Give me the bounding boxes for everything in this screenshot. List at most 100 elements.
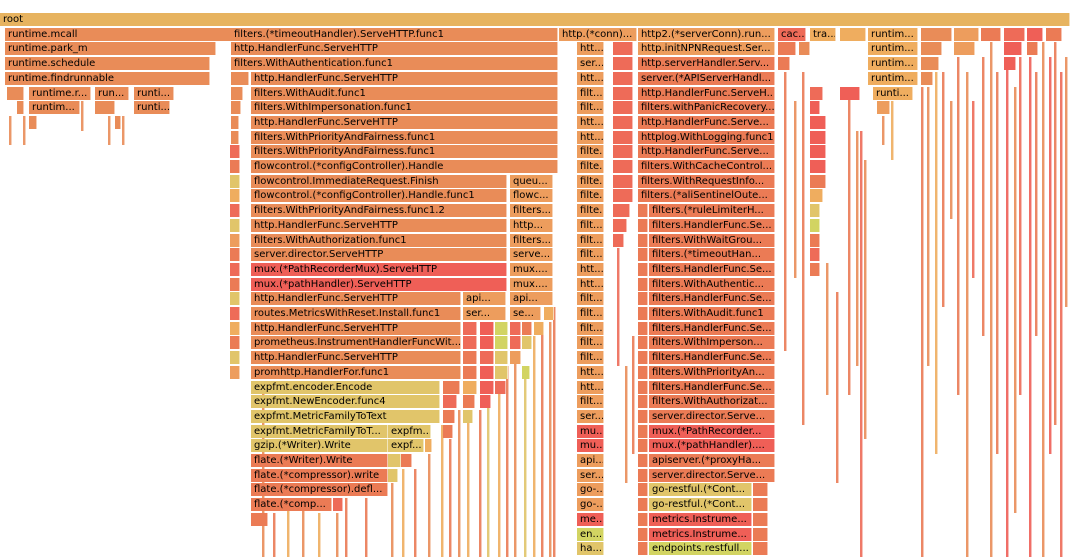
flame-frame-http-handlerfunc-servehttp[interactable]: http.HandlerFunc.ServeHTTP bbox=[250, 321, 461, 335]
flame-frame[interactable] bbox=[798, 42, 810, 56]
flame-frame-htt[interactable]: htt... bbox=[577, 380, 605, 394]
flame-icicle[interactable] bbox=[8, 115, 12, 146]
flame-frame[interactable] bbox=[230, 174, 241, 188]
flame-frame[interactable] bbox=[637, 380, 648, 394]
flame-icicle[interactable] bbox=[466, 409, 470, 557]
flame-icicle[interactable] bbox=[949, 101, 953, 219]
flame-frame-server-director-serve[interactable]: server.director.Serve... bbox=[648, 409, 775, 423]
flame-frame-filters-handlerfunc-se[interactable]: filters.HandlerFunc.Se... bbox=[648, 321, 775, 335]
flame-frame-http-handlerfunc-serveh[interactable]: http.HandlerFunc.ServeH... bbox=[637, 86, 775, 100]
flame-frame[interactable] bbox=[401, 454, 413, 467]
flame-frame-me[interactable]: me... bbox=[577, 512, 605, 526]
flame-icicle[interactable] bbox=[1034, 71, 1038, 337]
flame-frame[interactable] bbox=[230, 145, 241, 159]
flame-frame[interactable] bbox=[424, 439, 432, 453]
flame-icicle[interactable] bbox=[864, 160, 867, 440]
flame-frame-expfmt-metricfamilytot[interactable]: expfmt.MetricFamilyToT... bbox=[250, 424, 389, 438]
flame-frame[interactable] bbox=[29, 115, 38, 129]
flame-icicle[interactable] bbox=[802, 71, 805, 425]
flame-frame-metrics-instrume[interactable]: metrics.Instrume... bbox=[648, 512, 752, 526]
flame-frame-filters-withauthorizat[interactable]: filters.WithAuthorizat... bbox=[648, 395, 775, 409]
flame-frame[interactable] bbox=[921, 57, 940, 71]
flame-icicle[interactable] bbox=[552, 307, 556, 557]
flame-frame-root[interactable]: root bbox=[0, 13, 1070, 26]
flame-frame[interactable] bbox=[953, 42, 975, 56]
flame-frame-prometheus-instrumenthandlerfuncwit[interactable]: prometheus.InstrumentHandlerFuncWit... bbox=[250, 336, 461, 350]
flame-frame-filt[interactable]: filt... bbox=[577, 292, 605, 306]
flame-frame-filters-handlerfunc-se[interactable]: filters.HandlerFunc.Se... bbox=[648, 380, 775, 394]
flame-frame-filters-withrequestinfo[interactable]: filters.WithRequestInfo... bbox=[637, 174, 775, 188]
flame-frame[interactable] bbox=[16, 101, 24, 115]
flame-frame[interactable] bbox=[840, 27, 867, 41]
flame-frame-runtime-findrunnable[interactable]: runtime.findrunnable bbox=[4, 71, 210, 85]
flame-icicle[interactable] bbox=[891, 101, 894, 160]
flame-frame[interactable] bbox=[462, 409, 474, 423]
flame-frame[interactable] bbox=[115, 115, 122, 129]
flame-frame-filters-withpriorityan[interactable]: filters.WithPriorityAn... bbox=[648, 365, 775, 379]
flame-frame[interactable] bbox=[479, 395, 491, 409]
flame-icicle[interactable] bbox=[81, 101, 84, 131]
flame-frame-serve[interactable]: serve... bbox=[509, 248, 553, 262]
flame-icicle[interactable] bbox=[1049, 57, 1052, 454]
flame-frame[interactable] bbox=[637, 439, 648, 453]
flame-frame[interactable] bbox=[810, 115, 826, 129]
flame-frame[interactable] bbox=[462, 380, 478, 394]
flame-frame[interactable] bbox=[509, 321, 521, 335]
flame-frame[interactable] bbox=[637, 204, 648, 218]
flame-frame-runti[interactable]: runti... bbox=[872, 86, 913, 100]
flame-frame-htt[interactable]: htt... bbox=[577, 365, 605, 379]
flame-icicle[interactable] bbox=[317, 512, 321, 557]
flame-icicle[interactable] bbox=[486, 395, 490, 557]
flame-frame-filters-rulelimiterh[interactable]: filters.(*ruleLimiterH... bbox=[648, 204, 775, 218]
flame-frame[interactable] bbox=[840, 86, 860, 100]
flame-frame[interactable] bbox=[231, 115, 239, 129]
flame-frame-expfmt-metricfamilytotext[interactable]: expfmt.MetricFamilyToText bbox=[250, 409, 440, 423]
flame-frame-endpoints-restfull[interactable]: endpoints.restfull... bbox=[648, 542, 752, 556]
flame-frame-filt[interactable]: filt... bbox=[577, 218, 605, 232]
flame-frame-ser[interactable]: ser... bbox=[577, 409, 605, 423]
flame-frame-filters-withauthentication-func1[interactable]: filters.WithAuthentication.func1 bbox=[231, 57, 559, 71]
flame-frame[interactable] bbox=[637, 512, 648, 526]
flame-frame[interactable] bbox=[462, 395, 475, 409]
flame-frame-http-conn[interactable]: http.(*conn)... bbox=[559, 27, 637, 41]
flame-icicle[interactable] bbox=[448, 439, 452, 557]
flame-frame[interactable] bbox=[810, 189, 823, 203]
flame-frame[interactable] bbox=[231, 71, 250, 85]
flame-frame-http-handlerfunc-serve[interactable]: http.HandlerFunc.Serve... bbox=[637, 145, 775, 159]
flame-frame-gzip-writer-write[interactable]: gzip.(*Writer).Write bbox=[250, 439, 389, 453]
flame-icicle[interactable] bbox=[1014, 86, 1017, 513]
flame-frame[interactable] bbox=[810, 174, 826, 188]
flame-frame-filters-withimperson[interactable]: filters.WithImperson... bbox=[648, 336, 775, 350]
flame-frame-filters-withpanicrecovery[interactable]: filters.withPanicRecovery... bbox=[637, 101, 775, 115]
flame-frame[interactable] bbox=[1026, 27, 1043, 41]
flame-frame[interactable] bbox=[443, 424, 454, 438]
flame-frame[interactable] bbox=[95, 101, 115, 115]
flame-frame[interactable] bbox=[613, 218, 628, 232]
flame-icicle[interactable] bbox=[273, 512, 277, 557]
flame-icicle[interactable] bbox=[794, 101, 798, 278]
flame-frame-http-handlerfunc-serve[interactable]: http.HandlerFunc.Serve... bbox=[637, 115, 775, 129]
flame-icicle[interactable] bbox=[301, 498, 305, 557]
flame-frame-filters-handlerfunc-se[interactable]: filters.HandlerFunc.Se... bbox=[648, 351, 775, 365]
flame-frame[interactable] bbox=[462, 336, 478, 350]
flame-frame-filters-withimpersonation-func1[interactable]: filters.WithImpersonation.func1 bbox=[250, 101, 559, 115]
flame-frame[interactable] bbox=[810, 160, 826, 173]
flame-frame-queu[interactable]: queu... bbox=[509, 174, 553, 188]
flame-frame[interactable] bbox=[494, 365, 508, 379]
flame-frame-api[interactable]: api... bbox=[509, 292, 553, 306]
flame-frame-http[interactable]: http... bbox=[509, 218, 553, 232]
flame-frame-filters-handlerfunc-se[interactable]: filters.HandlerFunc.Se... bbox=[648, 262, 775, 276]
flame-frame-expf[interactable]: expf... bbox=[388, 439, 424, 453]
flame-frame-run[interactable]: run... bbox=[95, 86, 130, 100]
flame-frame[interactable] bbox=[533, 321, 544, 335]
flame-frame[interactable] bbox=[231, 101, 242, 115]
flame-frame-htt[interactable]: htt... bbox=[577, 277, 605, 291]
flame-icicle[interactable] bbox=[497, 380, 501, 557]
flame-icicle[interactable] bbox=[440, 424, 444, 557]
flame-frame-filters-withcachecontrol[interactable]: filters.WithCacheControl... bbox=[637, 160, 775, 173]
flame-frame-mux-pathhandler-servehttp[interactable]: mux.(*pathHandler).ServeHTTP bbox=[250, 277, 507, 291]
flame-frame-mu[interactable]: mu... bbox=[577, 424, 605, 438]
flame-frame[interactable] bbox=[637, 307, 648, 320]
flame-frame-cac[interactable]: cac... bbox=[778, 27, 806, 41]
flame-frame[interactable] bbox=[637, 527, 648, 541]
